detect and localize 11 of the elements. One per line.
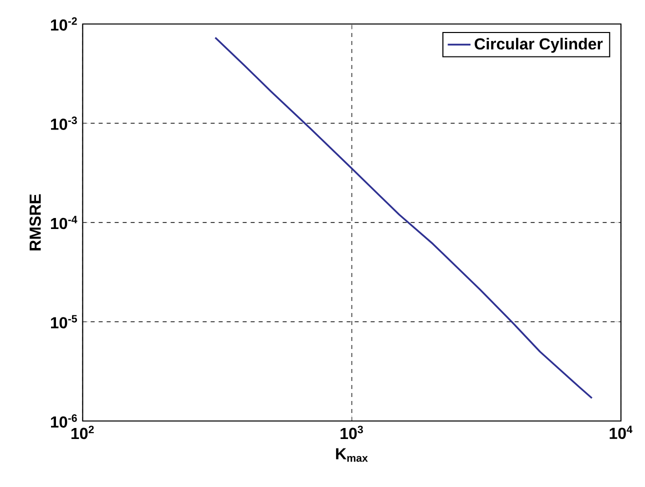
x-tick-label: 10$^{2}$ [71,426,94,440]
x-axis-title: K$_{max}$ [336,448,368,462]
legend-label: Circular Cylinder [474,38,603,53]
y-axis-title: RMSRE [30,194,41,250]
y-tick-label: 10$^{-6}$ [51,414,77,428]
y-tick-label: 10$^{-4}$ [51,216,78,230]
y-tick-label: 10$^{-5}$ [51,315,77,328]
x-tick-label: 10$^{3}$ [340,426,363,440]
x-tick-label: 10$^{4}$ [610,426,632,440]
y-tick-label: 10$^{-3}$ [51,116,77,130]
y-tick-label: 10$^{-2}$ [51,17,77,31]
